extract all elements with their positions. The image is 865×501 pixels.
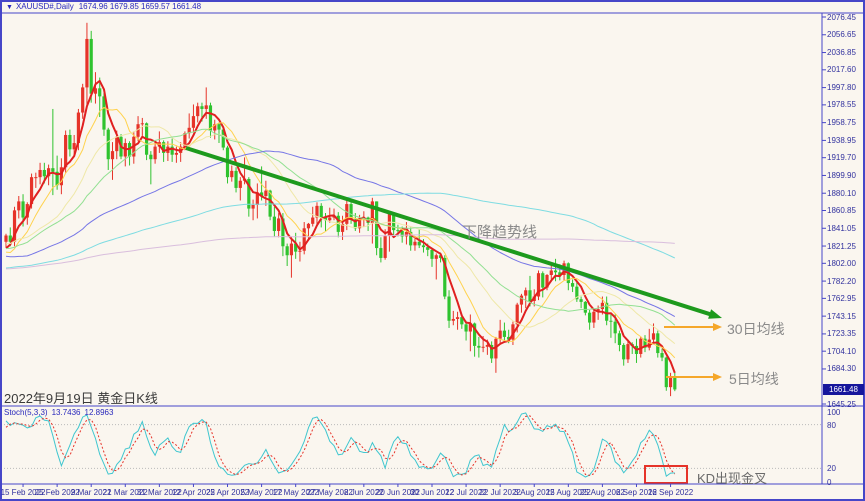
date-axis-label: 15 Feb 2022 [0,488,46,497]
indicator-name: Stoch(5,3,3) [4,408,48,417]
price-axis-label: 2017.60 [827,65,856,75]
collapse-triangle-icon[interactable]: ▼ [6,4,13,11]
indicator-d-value: 12.8963 [84,408,114,417]
trendline-label: 下降趋势线 [462,224,538,241]
indicator-axis-label: 0 [827,478,832,487]
ma5-label: 5日均线 [729,371,779,387]
indicator-label: Stoch(5,3,3) 13.7436 12.8963 [4,408,117,417]
date-axis-label: 25 Apr 2022 [205,488,250,497]
date-axis-label: 12 Jul 2022 [445,488,487,497]
price-axis-label: 2056.65 [827,30,856,40]
ohlc-readout: 1674.96 1679.85 1659.57 1661.48 [78,2,202,11]
price-axis-label: 1860.85 [827,206,856,215]
price-axis-label: 1880.10 [827,188,856,198]
indicator-k-value: 13.7436 [51,408,81,417]
indicator-axis-label: 100 [827,408,841,417]
date-axis-label: 9 Mar 2022 [70,488,112,497]
date-axis-label: 6 Sep 2022 [616,488,657,497]
date-axis-label: 17 May 2022 [272,488,319,497]
price-axis-label: 1821.25 [827,241,856,251]
date-axis-label: 8 Jun 2022 [344,488,384,497]
price-axis-label: 1899.90 [827,170,856,180]
price-axis-label: 1997.80 [827,83,856,93]
price-axis-label: 1802.00 [827,258,856,268]
price-axis-label: 1684.30 [827,364,856,374]
ma30-label: 30日均线 [727,321,785,337]
price-axis-label: 1782.20 [827,276,856,286]
price-axis-label: 1919.70 [827,153,856,163]
current-price-badge: 1661.48 [823,384,864,395]
price-axis-label: 2076.45 [827,12,856,22]
price-axis-label: 1978.55 [827,100,856,110]
chart-date-title: 2022年9月19日 黄金日K线 [4,391,158,406]
price-axis-label: 2036.85 [827,48,856,58]
date-axis-label: 27 May 2022 [306,488,353,497]
price-axis-label: 1645.25 [827,399,856,409]
symbol-timeframe: XAUUSD#,Daily [15,2,74,11]
kd-cross-label: KD出现金叉 [697,471,768,486]
date-axis-label: 22 Jul 2022 [479,488,521,497]
date-axis-label: 21 Mar 2022 [102,488,148,497]
date-axis-label: 25 Aug 2022 [579,488,625,497]
date-axis-label: 31 Mar 2022 [136,488,182,497]
indicator-axis-label: 20 [827,464,836,474]
date-axis-label: 15 Aug 2022 [545,488,591,497]
date-axis-label: 20 Jun 2022 [375,488,420,497]
date-axis-label: 25 Feb 2022 [34,488,80,497]
date-axis-label: 16 Sep 2022 [647,488,694,497]
price-axis-label: 1958.75 [827,118,856,128]
price-axis-label: 1723.35 [827,329,856,339]
price-axis-label: 1938.95 [827,135,856,145]
date-axis-label: 3 Aug 2022 [513,488,555,497]
chart-title-bar: ▼ XAUUSD#,Daily 1674.96 1679.85 1659.57 16… [6,2,201,12]
price-axis-label: 1762.95 [827,293,856,303]
price-axis-label: 1704.10 [827,346,856,356]
price-axis-label: 1743.15 [827,311,856,321]
date-axis-label: 12 Apr 2022 [171,488,216,497]
date-axis-label: 5 May 2022 [240,488,283,497]
indicator-axis-label: 80 [827,420,836,430]
price-axis-label: 1841.05 [827,223,856,233]
date-axis-label: 30 Jun 2022 [409,488,455,497]
